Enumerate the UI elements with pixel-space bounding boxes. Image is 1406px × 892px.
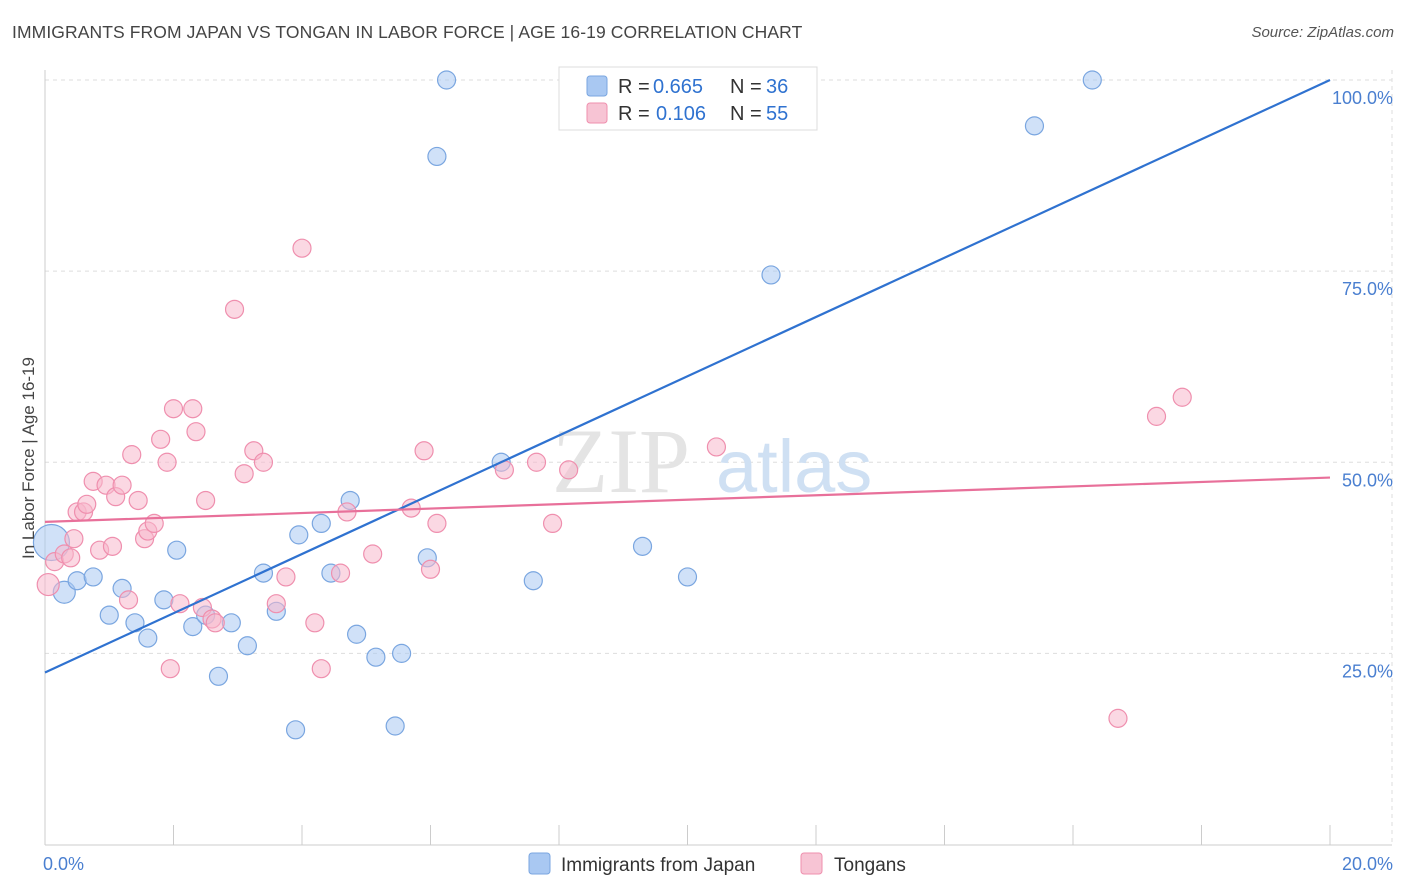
tongan-point-21: [157, 452, 177, 472]
tongan-point-53: [1146, 406, 1167, 426]
japan-point-23: [366, 647, 386, 667]
tongan-point-37: [292, 238, 312, 258]
bottom-legend: Immigrants from Japan Tongans: [528, 852, 906, 876]
chart-title: IMMIGRANTS FROM JAPAN VS TONGAN IN LABOR…: [12, 22, 803, 42]
tongan-point-38: [305, 613, 325, 633]
tongan-point-46: [427, 513, 447, 534]
bottom-legend-label-japan: Immigrants from Japan: [561, 855, 755, 876]
y-axis-label: In Labor Force | Age 16-19: [19, 357, 38, 559]
japan-point-24: [391, 643, 412, 663]
tongan-point-30: [205, 613, 225, 633]
tongan-point-36: [276, 567, 296, 587]
japan-point-3: [83, 567, 103, 587]
japan-point-15: [253, 563, 274, 583]
data-points: [32, 70, 1192, 740]
tongan-point-42: [363, 544, 383, 564]
japan-point-2: [67, 571, 87, 591]
tongan-point-49: [542, 513, 563, 534]
tongan-point-32: [234, 464, 254, 484]
x-tick-label-0: 0.0%: [43, 854, 84, 874]
tongan-point-16: [128, 490, 148, 511]
legend-r-label-tongan: R =: [618, 103, 650, 125]
japan-trend-line: [44, 79, 1331, 674]
japan-point-31: [632, 536, 653, 556]
japan-point-30: [523, 571, 543, 591]
tongan-point-52: [1108, 708, 1128, 728]
japan-point-8: [154, 590, 174, 610]
tongan-point-14: [118, 590, 139, 610]
source-label: Source: ZipAtlas.com: [1251, 24, 1394, 41]
legend-swatch-japan: [586, 75, 608, 97]
japan-point-32: [677, 567, 698, 587]
tongan-point-54: [1172, 387, 1192, 407]
tongan-point-11: [102, 536, 123, 556]
legend-r-value-japan: 0.665: [653, 76, 703, 98]
tongan-point-20: [151, 429, 171, 449]
tongan-point-26: [186, 422, 206, 442]
japan-point-10: [183, 617, 203, 637]
tick-labels: 25.0% 50.0% 75.0% 100.0% 0.0% 20.0%: [43, 88, 1393, 874]
japan-point-4: [99, 605, 119, 625]
tongan-trend-line: [44, 476, 1331, 523]
legend-r-value-tongan: 0.106: [656, 103, 706, 125]
japan-point-17: [285, 720, 306, 740]
japan-point-35: [1082, 70, 1102, 90]
japan-point-25: [385, 716, 405, 736]
japan-point-7: [138, 628, 158, 648]
tongan-point-0: [36, 572, 60, 597]
tongan-point-28: [196, 490, 216, 511]
japan-point-9: [167, 540, 187, 560]
legend-r-label-japan: R =: [618, 76, 650, 98]
japan-point-12: [208, 666, 229, 686]
legend-n-value-tongan: 55: [766, 103, 788, 125]
x-tick-label-1: 20.0%: [1342, 854, 1393, 874]
tongan-point-7: [77, 494, 97, 514]
tongan-point-34: [253, 452, 274, 472]
tongan-point-23: [163, 399, 184, 419]
tongan-point-51: [706, 437, 727, 457]
tongan-point-4: [64, 529, 84, 549]
japan-point-13: [221, 613, 241, 633]
japan-point-34: [1024, 116, 1045, 136]
watermark-zip: ZIP: [552, 410, 690, 512]
tongan-point-25: [183, 399, 203, 419]
y-tick-label-2: 75.0%: [1342, 279, 1393, 299]
japan-point-33: [761, 265, 781, 285]
tongan-point-31: [224, 299, 245, 319]
tongan-point-15: [122, 445, 142, 465]
japan-point-22: [347, 624, 367, 644]
y-tick-label-0: 25.0%: [1342, 661, 1393, 681]
bottom-legend-swatch-japan: [528, 852, 551, 875]
japan-point-14: [237, 636, 257, 656]
y-tick-label-1: 50.0%: [1342, 470, 1393, 490]
japan-point-19: [311, 513, 331, 534]
legend-swatch-tongan: [586, 102, 608, 124]
bottom-legend-swatch-tongan: [800, 852, 823, 875]
trend-lines: [44, 79, 1331, 674]
tongan-point-44: [414, 441, 434, 461]
legend-n-value-japan: 36: [766, 76, 788, 98]
y-tick-label-3: 100.0%: [1332, 88, 1393, 108]
tongan-point-48: [526, 452, 547, 472]
tongan-point-22: [160, 659, 180, 679]
tongan-point-13: [112, 475, 132, 495]
tongan-point-50: [559, 460, 579, 480]
tongan-point-35: [266, 594, 286, 614]
legend-box: R = 0.665 N = 36 R = 0.106 N = 55: [558, 66, 818, 131]
japan-point-27: [427, 146, 447, 167]
tongan-point-39: [311, 659, 331, 679]
axes: [44, 70, 1392, 846]
tongan-point-40: [330, 563, 351, 583]
watermark: ZIP atlas: [552, 410, 872, 512]
japan-point-18: [289, 525, 309, 545]
tongan-point-45: [420, 559, 441, 579]
tongan-point-3: [61, 548, 81, 568]
japan-point-28: [436, 70, 457, 90]
legend-n-label-tongan: N =: [730, 103, 762, 125]
bottom-legend-label-tongan: Tongans: [834, 855, 906, 876]
legend-n-label-japan: N =: [730, 76, 762, 98]
